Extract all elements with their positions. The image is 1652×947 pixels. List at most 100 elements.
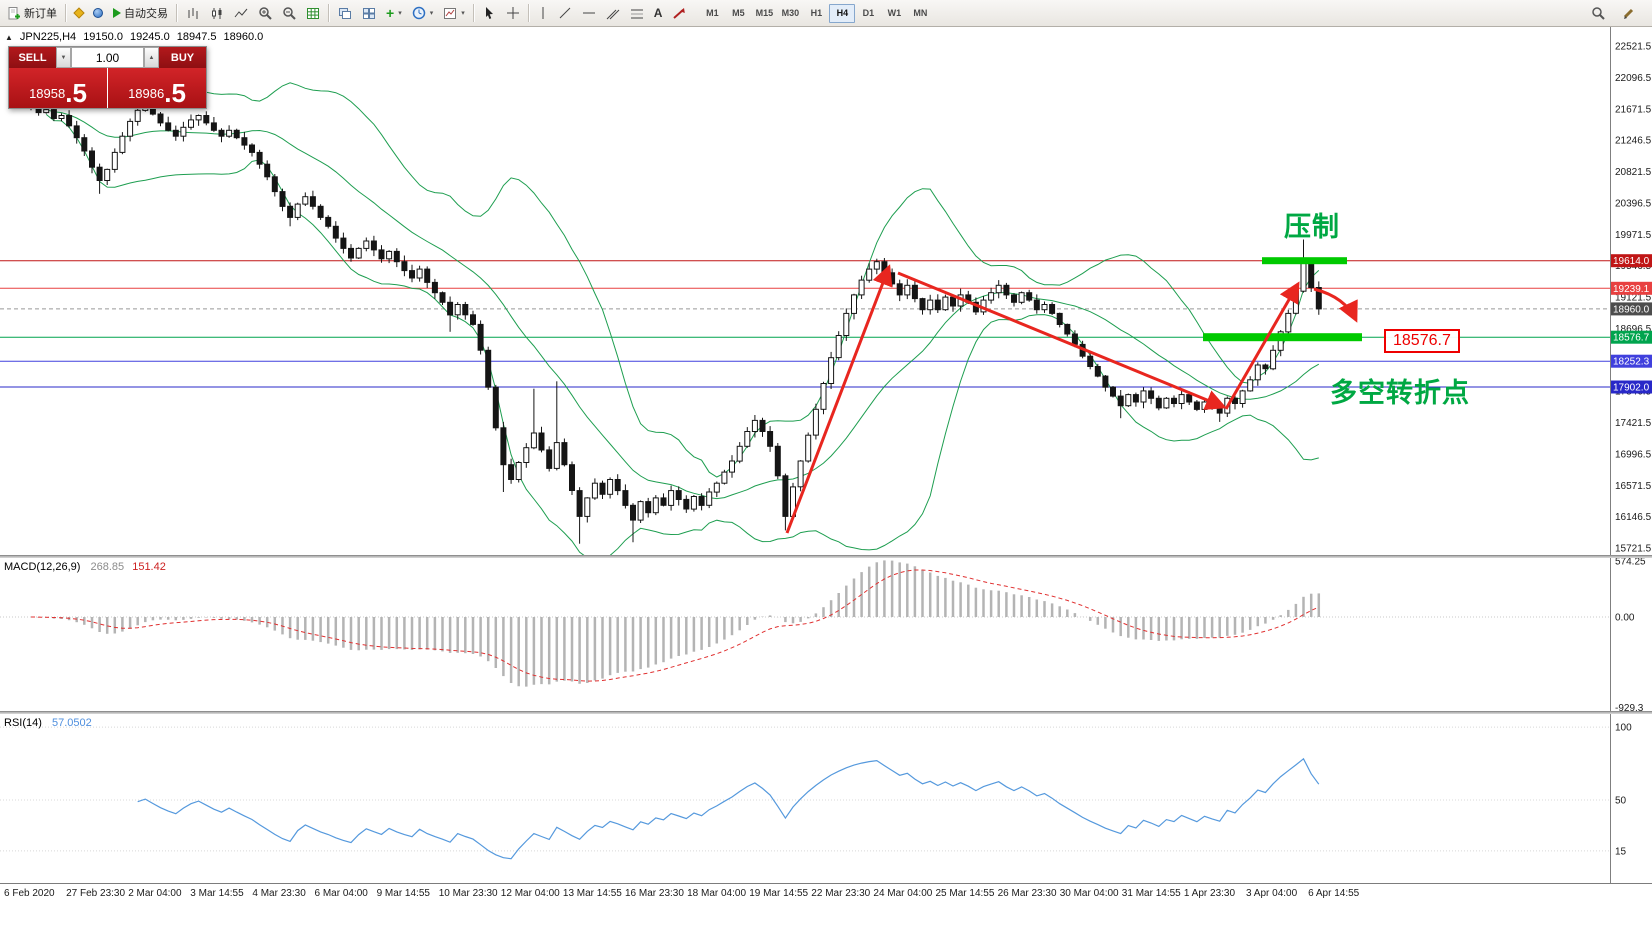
line-chart-button[interactable]: [229, 3, 253, 24]
resistance-annotation[interactable]: 压制: [1284, 212, 1340, 242]
macd-plot[interactable]: 574.25 0.00 -929.3: [0, 558, 1652, 711]
crosshair-button[interactable]: [501, 3, 525, 24]
price-axis-label: 18696.5: [1615, 324, 1652, 335]
one-click-collapse-icon[interactable]: ▲: [5, 32, 13, 42]
timeframe-mn[interactable]: MN: [907, 4, 933, 23]
candle-body: [706, 491, 713, 506]
rsi-value: 57.0502: [51, 717, 92, 729]
panel-separator[interactable]: [0, 555, 1652, 558]
timeframe-m5[interactable]: M5: [725, 4, 751, 23]
rsi-plot[interactable]: 100 50 15: [0, 714, 1652, 883]
candle-body: [386, 250, 393, 260]
text-tool[interactable]: A: [649, 3, 668, 24]
rsi-label: RSI(14) 57.0502: [4, 717, 92, 729]
bollinger-upper-band: [46, 82, 1320, 478]
candle-body: [1064, 323, 1071, 335]
rejection-arrow[interactable]: [1313, 287, 1358, 323]
timeframe-m1[interactable]: M1: [699, 4, 725, 23]
trendline-tool[interactable]: [553, 3, 577, 24]
autotrading-label: 自动交易: [124, 8, 168, 20]
pivot-annotation[interactable]: 多空转折点: [1330, 378, 1470, 408]
trend-arrow[interactable]: [897, 271, 1227, 410]
autotrading-button[interactable]: 自动交易: [108, 3, 173, 24]
vertical-line-tool[interactable]: [533, 3, 553, 24]
candle-body: [348, 247, 354, 259]
tile-windows-button[interactable]: [357, 3, 381, 24]
candle-body: [995, 284, 1002, 294]
trend-arrow[interactable]: [785, 264, 893, 534]
candle-body: [927, 299, 934, 311]
buy-price-main: 18986: [128, 86, 165, 101]
candle-body: [614, 479, 621, 492]
channel-tool[interactable]: [601, 3, 625, 24]
grid-button[interactable]: [301, 3, 325, 24]
candle-body: [1041, 304, 1048, 311]
candle-body: [1026, 292, 1033, 301]
time-axis-label: 27 Feb 23:30: [66, 888, 126, 899]
timeframe-h1[interactable]: H1: [803, 4, 829, 23]
macd-axis-label: 0.00: [1615, 613, 1635, 624]
candlestick-chart-button[interactable]: [205, 3, 229, 24]
search-icon: [1592, 7, 1605, 20]
volume-decrease-button[interactable]: ▼: [56, 47, 71, 68]
horizontal-line-tool[interactable]: [577, 3, 601, 24]
fibonacci-tool[interactable]: [625, 3, 649, 24]
search-button[interactable]: [1586, 3, 1610, 24]
bollinger-middle-band: [46, 109, 1320, 500]
candle-body: [96, 166, 103, 181]
highlight-zone[interactable]: [1262, 257, 1347, 265]
rsi-title: RSI(14): [4, 717, 42, 729]
buy-button[interactable]: BUY: [159, 47, 206, 68]
highlight-zone[interactable]: [1203, 333, 1362, 342]
sell-button[interactable]: SELL: [9, 47, 56, 68]
volume-input[interactable]: [71, 47, 144, 68]
line-chart-icon: [234, 8, 248, 17]
new-order-button[interactable]: 新订单: [3, 3, 62, 24]
volume-increase-button[interactable]: ▲: [144, 47, 159, 68]
main-chart-plot[interactable]: 22521.5 22096.5 21671.5 21246.5 20821.5 20396…: [0, 27, 1652, 555]
rsi-line: [137, 757, 1320, 860]
price-axis-label: 16571.5: [1615, 481, 1652, 492]
candle-body: [73, 125, 80, 139]
macd-signal-value: 151.42: [132, 561, 166, 573]
time-axis-label: 22 Mar 23:30: [811, 888, 871, 899]
buy-price-tile[interactable]: 18986.5: [108, 68, 206, 108]
timeframe-m15[interactable]: M15: [751, 4, 777, 23]
trendline-icon: [559, 7, 571, 19]
price-tag: 18576.7: [1611, 330, 1652, 344]
candle-body: [553, 442, 560, 469]
arrows-tool[interactable]: [667, 3, 691, 24]
zoom-out-button[interactable]: [277, 3, 301, 24]
time-axis-label: 9 Mar 14:55: [376, 888, 430, 899]
rsi-panel[interactable]: 100 50 15 RSI(14) 57.0502: [0, 714, 1652, 883]
timeframe-m30[interactable]: M30: [777, 4, 803, 23]
timeframe-h4[interactable]: H4: [829, 3, 856, 23]
toolbar-right-group: [1586, 3, 1649, 24]
sell-price-tile[interactable]: 18958.5: [9, 68, 107, 108]
crosshair-icon: [506, 7, 519, 19]
timeframe-d1[interactable]: D1: [855, 4, 881, 23]
rsi-axis-label: 100: [1615, 723, 1632, 734]
time-axis-label: 30 Mar 04:00: [1059, 888, 1119, 899]
macd-panel[interactable]: 574.25 0.00 -929.3 MACD(12,26,9) 268.85 15…: [0, 558, 1652, 711]
cursor-button[interactable]: [478, 3, 501, 24]
periods-button[interactable]: ▾: [407, 3, 439, 24]
timeframe-w1[interactable]: W1: [881, 4, 907, 23]
indicators-button[interactable]: + ▾: [381, 3, 407, 24]
trend-arrow[interactable]: [1224, 281, 1300, 410]
zoom-in-button[interactable]: [253, 3, 277, 24]
svg-text:18960.0: 18960.0: [1613, 304, 1650, 315]
cascade-windows-button[interactable]: [333, 3, 357, 24]
panel-separator[interactable]: [0, 711, 1652, 714]
community-button[interactable]: [88, 3, 108, 24]
candle-body: [271, 176, 278, 193]
templates-button[interactable]: ▾: [438, 3, 470, 24]
sell-price-pip: .5: [65, 78, 87, 109]
main-chart-panel[interactable]: 22521.5 22096.5 21671.5 21246.5 20821.5 20396…: [0, 27, 1652, 555]
quick-edit-button[interactable]: [1617, 3, 1641, 24]
bar-chart-button[interactable]: [181, 3, 205, 24]
market-watch-button[interactable]: [70, 3, 88, 24]
toolbar-separator: [328, 4, 330, 22]
candle-body: [439, 292, 446, 303]
price-callout[interactable]: 18576.7: [1384, 329, 1460, 353]
